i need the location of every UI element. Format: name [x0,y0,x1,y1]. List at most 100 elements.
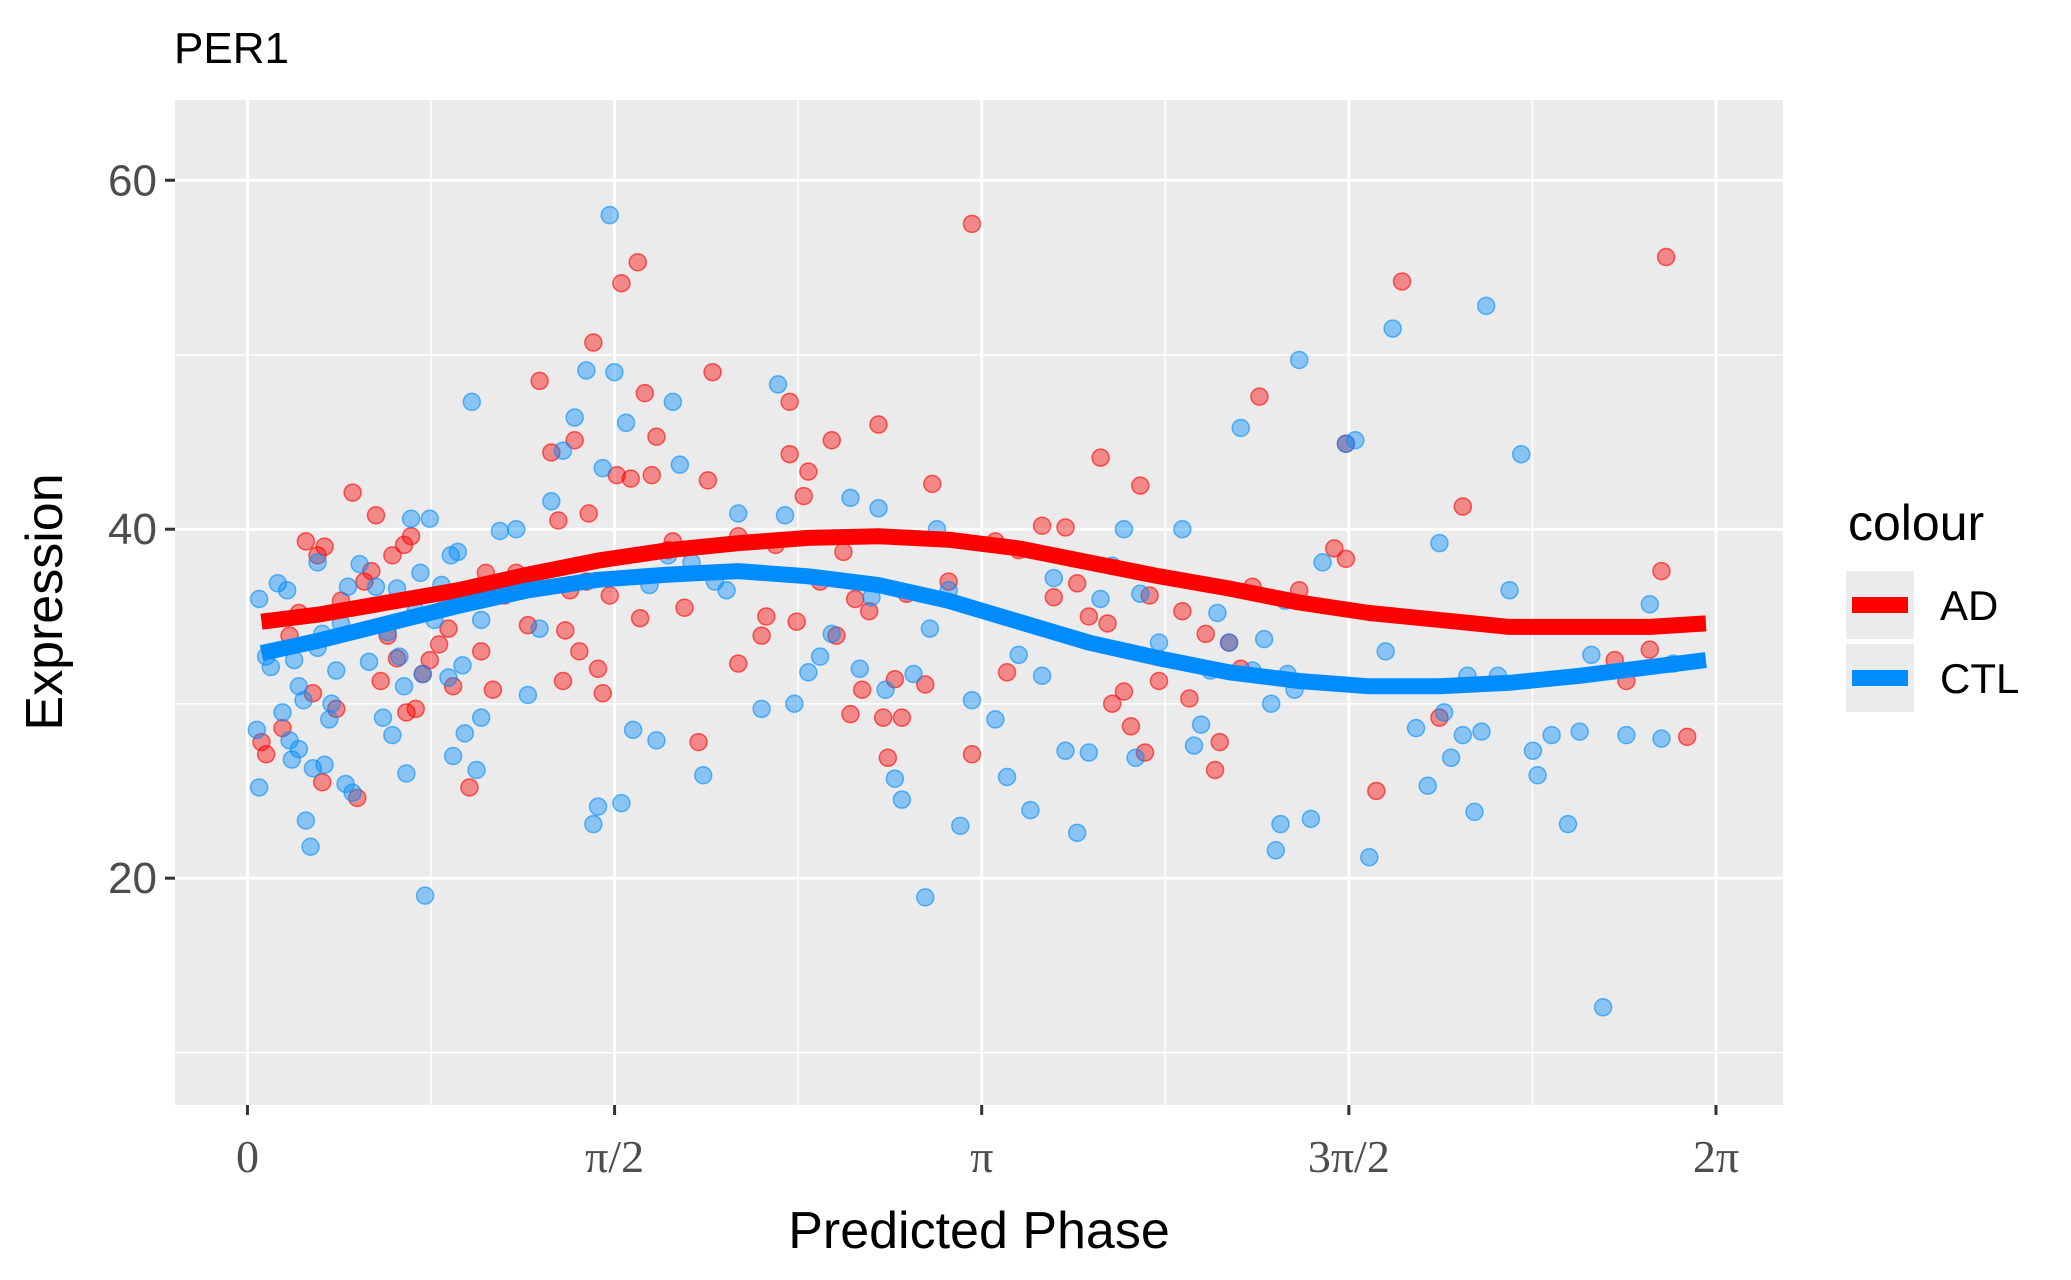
point-ad [1367,781,1386,801]
point-ctl [1271,814,1290,834]
y-axis-label: Expression [16,473,74,730]
point-ad [642,465,662,485]
point-ad [553,671,573,691]
point-ad [383,546,402,565]
point-ad [565,430,584,450]
point-ad [923,474,942,494]
point-ctl [1131,584,1150,604]
point-ctl [600,205,619,225]
point-ctl [308,553,327,572]
x-tick-label: 2π [1693,1131,1739,1182]
point-ad [703,362,722,382]
point-ad [869,415,888,434]
point-ctl [301,837,320,857]
point-ad [593,683,612,703]
point-ctl [249,589,269,609]
point-ctl [1173,519,1192,539]
point-ctl [1219,633,1239,652]
point-ctl [616,413,636,433]
point-ad [549,511,568,530]
point-ctl [593,458,612,478]
point-ad [366,506,386,525]
point-ctl [261,657,281,677]
point-ctl [1570,722,1589,741]
point-ad [1102,694,1122,713]
point-ctl [729,504,748,523]
point-ctl [542,492,561,511]
point-ctl [366,577,386,597]
point-ctl [1079,743,1099,762]
point-ctl [338,577,358,597]
point-ctl [565,408,584,427]
point-ad [397,703,416,722]
point-ad [315,537,334,556]
point-ctl [997,767,1017,787]
point-ad [406,699,425,719]
point-ctl [962,690,982,710]
point-ctl [343,783,362,802]
point-ctl [289,739,309,759]
chart-title: PER1 [174,24,289,73]
x-axis: 0 π/2 π 3π/2 2π [236,1105,1739,1182]
y-tick-label: 40 [108,505,157,554]
point-ctl [663,392,683,412]
point-ctl [1528,765,1547,785]
point-ctl [249,778,269,797]
point-ad [1336,549,1356,569]
point-ctl [785,694,804,713]
fit-line-ctl [259,563,1707,695]
point-ctl [588,797,608,816]
point-ctl [647,731,666,750]
point-ctl [869,499,888,518]
point-ctl [951,816,970,836]
point-ctl [373,708,393,727]
point-ctl [693,765,713,785]
point-ctl [1500,581,1519,600]
point-ad [600,586,619,605]
point-ctl [415,886,435,905]
point-ctl [268,574,288,593]
point-ad [355,572,374,591]
point-ctl [1640,594,1660,614]
point-ctl [822,624,842,644]
legend-label-ad: AD [1940,582,1998,629]
point-ctl [471,708,491,727]
point-ctl [1434,703,1454,722]
point-ad [1079,607,1099,626]
legend: colour AD CTL [1846,495,2019,712]
point-ctl [1056,741,1075,761]
point-ctl [471,610,491,630]
point-ctl [1114,519,1134,539]
point-ctl [1558,814,1578,834]
point-ad [859,601,879,621]
point-ad [628,253,648,272]
point-ctl [413,664,432,684]
point-ad [878,748,898,768]
fit-lines [259,528,1707,695]
point-ad [852,680,872,699]
point-ctl [1542,725,1561,745]
point-ad [1056,518,1075,537]
point-ctl [920,619,940,638]
points-ctl [247,205,1683,1017]
point-ad [296,532,316,551]
point-ctl [1476,296,1496,316]
point-ctl [1126,748,1145,768]
point-ad [1173,601,1192,621]
point-ctl [1376,642,1395,661]
point-ad [698,471,718,490]
point-ctl [1593,998,1613,1017]
point-ctl [282,750,302,769]
point-ad [630,608,650,628]
point-ctl [553,441,573,460]
point-ctl [670,455,690,474]
point-ctl [320,710,339,729]
point-ad [962,214,982,234]
point-ctl [1009,645,1028,665]
point-ad [1135,743,1155,762]
point-ctl [315,755,334,775]
point-ad [1098,614,1117,633]
point-ctl [1261,694,1281,713]
point-ctl [605,362,624,382]
x-tick-label: π [970,1131,993,1182]
